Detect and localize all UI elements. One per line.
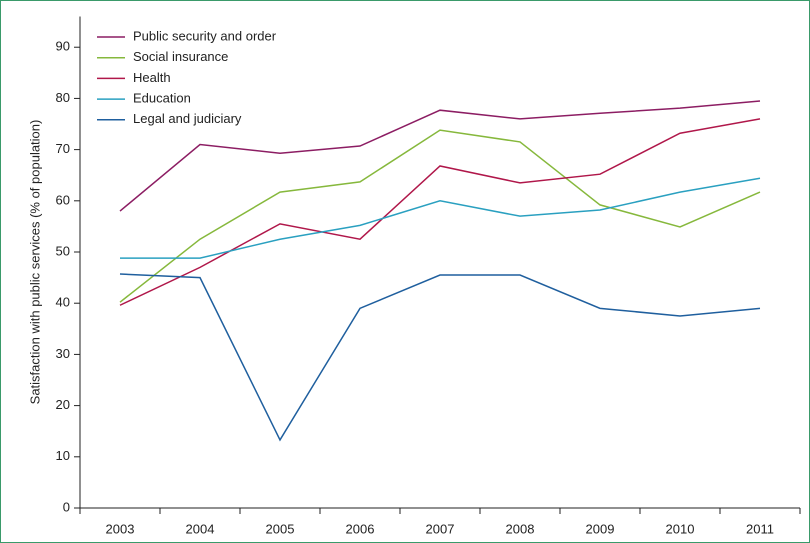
x-tick-label: 2004 (186, 521, 215, 536)
legend-label: Public security and order (133, 28, 277, 43)
y-tick-label: 60 (56, 192, 70, 207)
y-tick-label: 40 (56, 295, 70, 310)
y-tick-label: 30 (56, 346, 70, 361)
legend-label: Social insurance (133, 49, 228, 64)
y-tick-label: 90 (56, 39, 70, 54)
x-tick-label: 2008 (506, 521, 535, 536)
y-axis-label: Satisfaction with public services (% of … (27, 120, 42, 405)
series-line (119, 118, 761, 306)
series-line (119, 129, 761, 303)
y-tick-label: 0 (63, 499, 70, 514)
x-tick-label: 2005 (266, 521, 295, 536)
y-tick-label: 70 (56, 141, 70, 156)
series-line (119, 100, 761, 212)
x-tick-label: 2009 (586, 521, 615, 536)
y-tick-label: 20 (56, 397, 70, 412)
y-tick-label: 80 (56, 90, 70, 105)
x-tick-label: 2006 (346, 521, 375, 536)
legend-label: Legal and judiciary (133, 111, 242, 126)
x-tick-label: 2011 (746, 521, 774, 536)
x-tick-label: 2010 (666, 521, 695, 536)
legend-label: Education (133, 91, 191, 106)
y-tick-label: 50 (56, 243, 70, 258)
series-line (120, 177, 761, 259)
x-tick-label: 2007 (426, 521, 455, 536)
series-line (119, 273, 761, 442)
legend-label: Health (133, 70, 171, 85)
y-tick-label: 10 (56, 448, 70, 463)
x-tick-label: 2003 (106, 521, 135, 536)
